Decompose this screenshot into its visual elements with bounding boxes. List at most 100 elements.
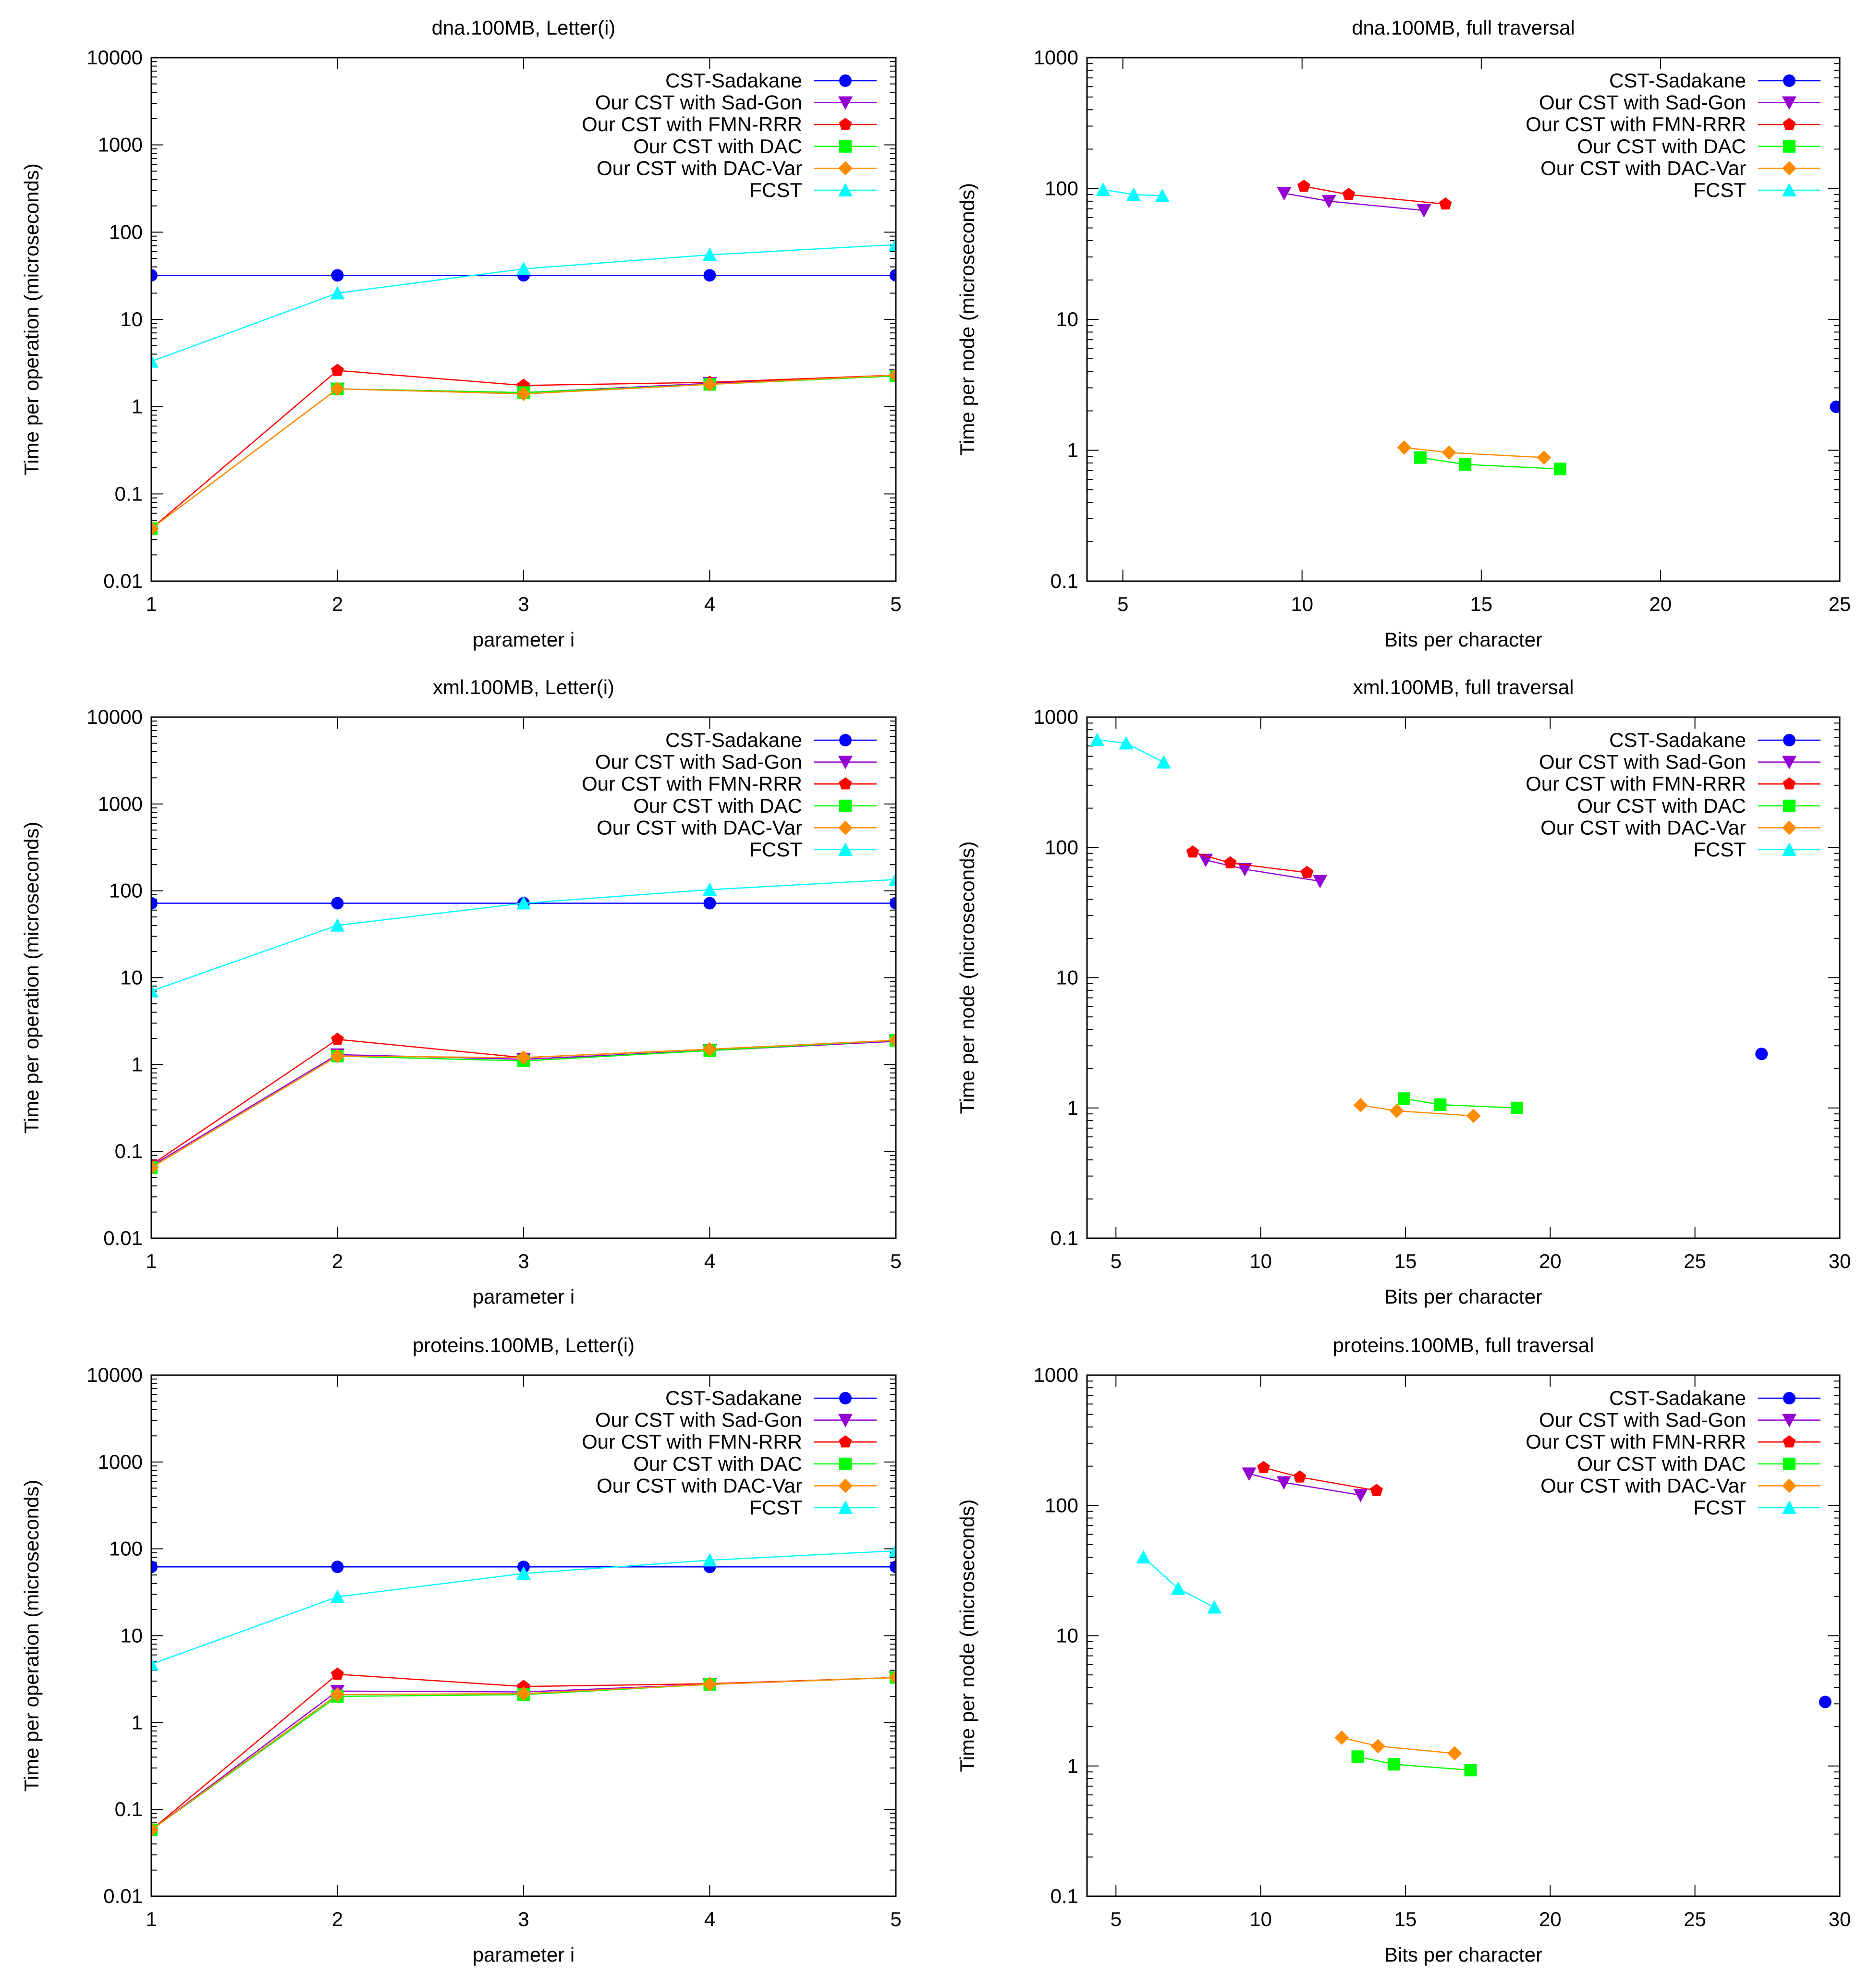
data-point-our-cst-with-dac	[1414, 451, 1427, 464]
x-tick-label: 1	[146, 593, 157, 615]
data-point-our-cst-with-dac-var	[1447, 1746, 1462, 1761]
data-point-our-cst-with-dac-var	[702, 377, 717, 392]
chart-panel-1: dna.100MB, Letter(i) 0.01 0.1 1 10 100 1000 100…	[20, 16, 902, 651]
legend-marker-square-icon	[839, 799, 852, 812]
data-point-our-cst-with-dac-var	[889, 1033, 896, 1048]
data-point-fcst	[1096, 182, 1111, 196]
data-point-our-cst-with-dac-var	[1441, 445, 1456, 460]
legend-marker-circle-icon	[839, 74, 852, 87]
legend-label: Our CST with DAC	[1577, 135, 1746, 158]
data-point-our-cst-with-dac-var	[702, 1677, 717, 1692]
data-point-our-cst-with-sad-gon	[1417, 204, 1431, 218]
data-point-our-cst-with-dac-var	[330, 1049, 345, 1063]
y-tick-label: 10	[120, 308, 143, 330]
y-tick-label: 1000	[98, 134, 143, 156]
data-point-our-cst-with-dac-var	[1370, 1739, 1385, 1754]
data-point-our-cst-with-fmn-rrr	[1224, 856, 1237, 868]
data-point-our-cst-with-dac-var	[1397, 440, 1412, 455]
y-tick-label: 100	[1045, 177, 1078, 200]
data-point-fcst	[1119, 736, 1134, 750]
data-point-fcst	[516, 896, 531, 910]
legend-label: Our CST with DAC-Var	[1540, 157, 1746, 179]
data-point-fcst	[516, 261, 531, 275]
legend-marker-triangle-down-icon	[1782, 96, 1796, 110]
chart-title: proteins.100MB, Letter(i)	[413, 1334, 635, 1356]
data-point-fcst	[330, 286, 345, 300]
legend-marker-diamond-icon	[838, 1478, 853, 1493]
y-axis-label: Time per operation (microseconds)	[20, 1480, 43, 1792]
y-tick-label: 1	[1067, 1755, 1078, 1777]
legend-marker-square-icon	[1783, 140, 1796, 153]
y-tick-label: 0.01	[103, 570, 143, 592]
legend-label: CST-Sadakane	[665, 729, 802, 751]
data-point-cst-sadakane	[151, 269, 158, 282]
y-tick-label: 0.01	[103, 1227, 143, 1249]
chart-title: proteins.100MB, full traversal	[1333, 1334, 1594, 1356]
legend-label: Our CST with Sad-Gon	[1539, 1409, 1746, 1431]
y-tick-label: 10	[1056, 308, 1078, 330]
x-tick-label: 5	[890, 593, 901, 615]
x-tick-label: 15	[1470, 593, 1492, 615]
y-axis-label: Time per node (microseconds)	[956, 842, 978, 1114]
y-tick-label: 100	[109, 220, 143, 243]
y-tick-label: 1000	[1034, 46, 1078, 69]
legend-marker-circle-icon	[839, 1392, 852, 1404]
legend-marker-triangle-down-icon	[1782, 1414, 1796, 1427]
legend-marker-pentagon-icon	[839, 118, 852, 130]
legend-label: Our CST with FMN-RRR	[1526, 113, 1746, 135]
plot-area	[151, 237, 896, 536]
data-point-cst-sadakane	[703, 269, 716, 282]
chart-panel-3: xml.100MB, Letter(i) 0.01 0.1 1 10 100 1000 100…	[20, 676, 902, 1308]
y-axis-label: Time per node (microseconds)	[956, 183, 978, 456]
legend-label: Our CST with DAC	[1577, 794, 1746, 817]
x-tick-label: 30	[1829, 1250, 1851, 1272]
plot-area	[151, 872, 896, 1175]
y-tick-label: 1	[132, 1053, 143, 1075]
x-tick-label: 3	[518, 593, 529, 615]
data-point-our-cst-with-fmn-rrr	[1257, 1461, 1270, 1473]
y-tick-label: 100	[1045, 1494, 1078, 1516]
x-tick-label: 2	[332, 593, 343, 615]
y-tick-label: 0.1	[1051, 1885, 1078, 1907]
legend-marker-circle-icon	[1783, 1392, 1796, 1404]
legend-label: FCST	[1693, 838, 1746, 861]
legend-label: Our CST with Sad-Gon	[595, 1409, 802, 1431]
x-axis-label: parameter i	[473, 628, 574, 651]
legend-marker-pentagon-icon	[839, 1435, 852, 1448]
x-tick-label: 4	[704, 1908, 715, 1930]
data-point-our-cst-with-dac	[1459, 458, 1472, 471]
data-point-fcst	[1136, 1550, 1151, 1564]
y-tick-label: 10000	[86, 46, 143, 69]
data-point-our-cst-with-dac	[1510, 1101, 1523, 1114]
series-line-our-cst-with-dac-var	[1360, 1104, 1474, 1117]
x-tick-label: 4	[704, 1250, 715, 1272]
y-tick-label: 10	[120, 1624, 143, 1647]
data-point-fcst	[1171, 1581, 1185, 1595]
data-point-our-cst-with-fmn-rrr	[331, 364, 344, 376]
legend-label: Our CST with Sad-Gon	[595, 751, 802, 773]
legend-label: FCST	[749, 179, 802, 201]
data-point-our-cst-with-fmn-rrr	[331, 1032, 344, 1045]
data-point-fcst	[151, 354, 159, 368]
x-tick-label: 10	[1249, 1250, 1272, 1272]
plot-area	[1090, 732, 1768, 1123]
legend-label: Our CST with FMN-RRR	[1526, 1430, 1746, 1453]
data-point-fcst	[889, 1543, 896, 1557]
legend-marker-triangle-up-icon	[838, 842, 853, 856]
plot-frame	[150, 716, 897, 1239]
chart-title: dna.100MB, full traversal	[1352, 16, 1575, 39]
data-point-cst-sadakane	[890, 269, 896, 282]
legend-label: Our CST with DAC-Var	[1540, 1474, 1746, 1497]
chart-panel-6: proteins.100MB, full traversal 0.1 1 10 100 1…	[956, 1334, 1851, 1966]
legend-label: FCST	[1693, 179, 1746, 201]
data-point-our-cst-with-fmn-rrr	[1300, 866, 1314, 878]
plot-frame	[1086, 57, 1841, 582]
data-point-our-cst-with-dac-var	[330, 1687, 345, 1702]
plot-area	[151, 1543, 896, 1837]
plot-frame	[150, 57, 897, 582]
data-point-our-cst-with-dac-var	[1353, 1098, 1368, 1113]
y-tick-label: 0.1	[1051, 570, 1078, 592]
legend-marker-triangle-down-icon	[1782, 756, 1796, 769]
data-point-fcst	[330, 918, 345, 932]
legend-label: Our CST with Sad-Gon	[1539, 91, 1746, 114]
